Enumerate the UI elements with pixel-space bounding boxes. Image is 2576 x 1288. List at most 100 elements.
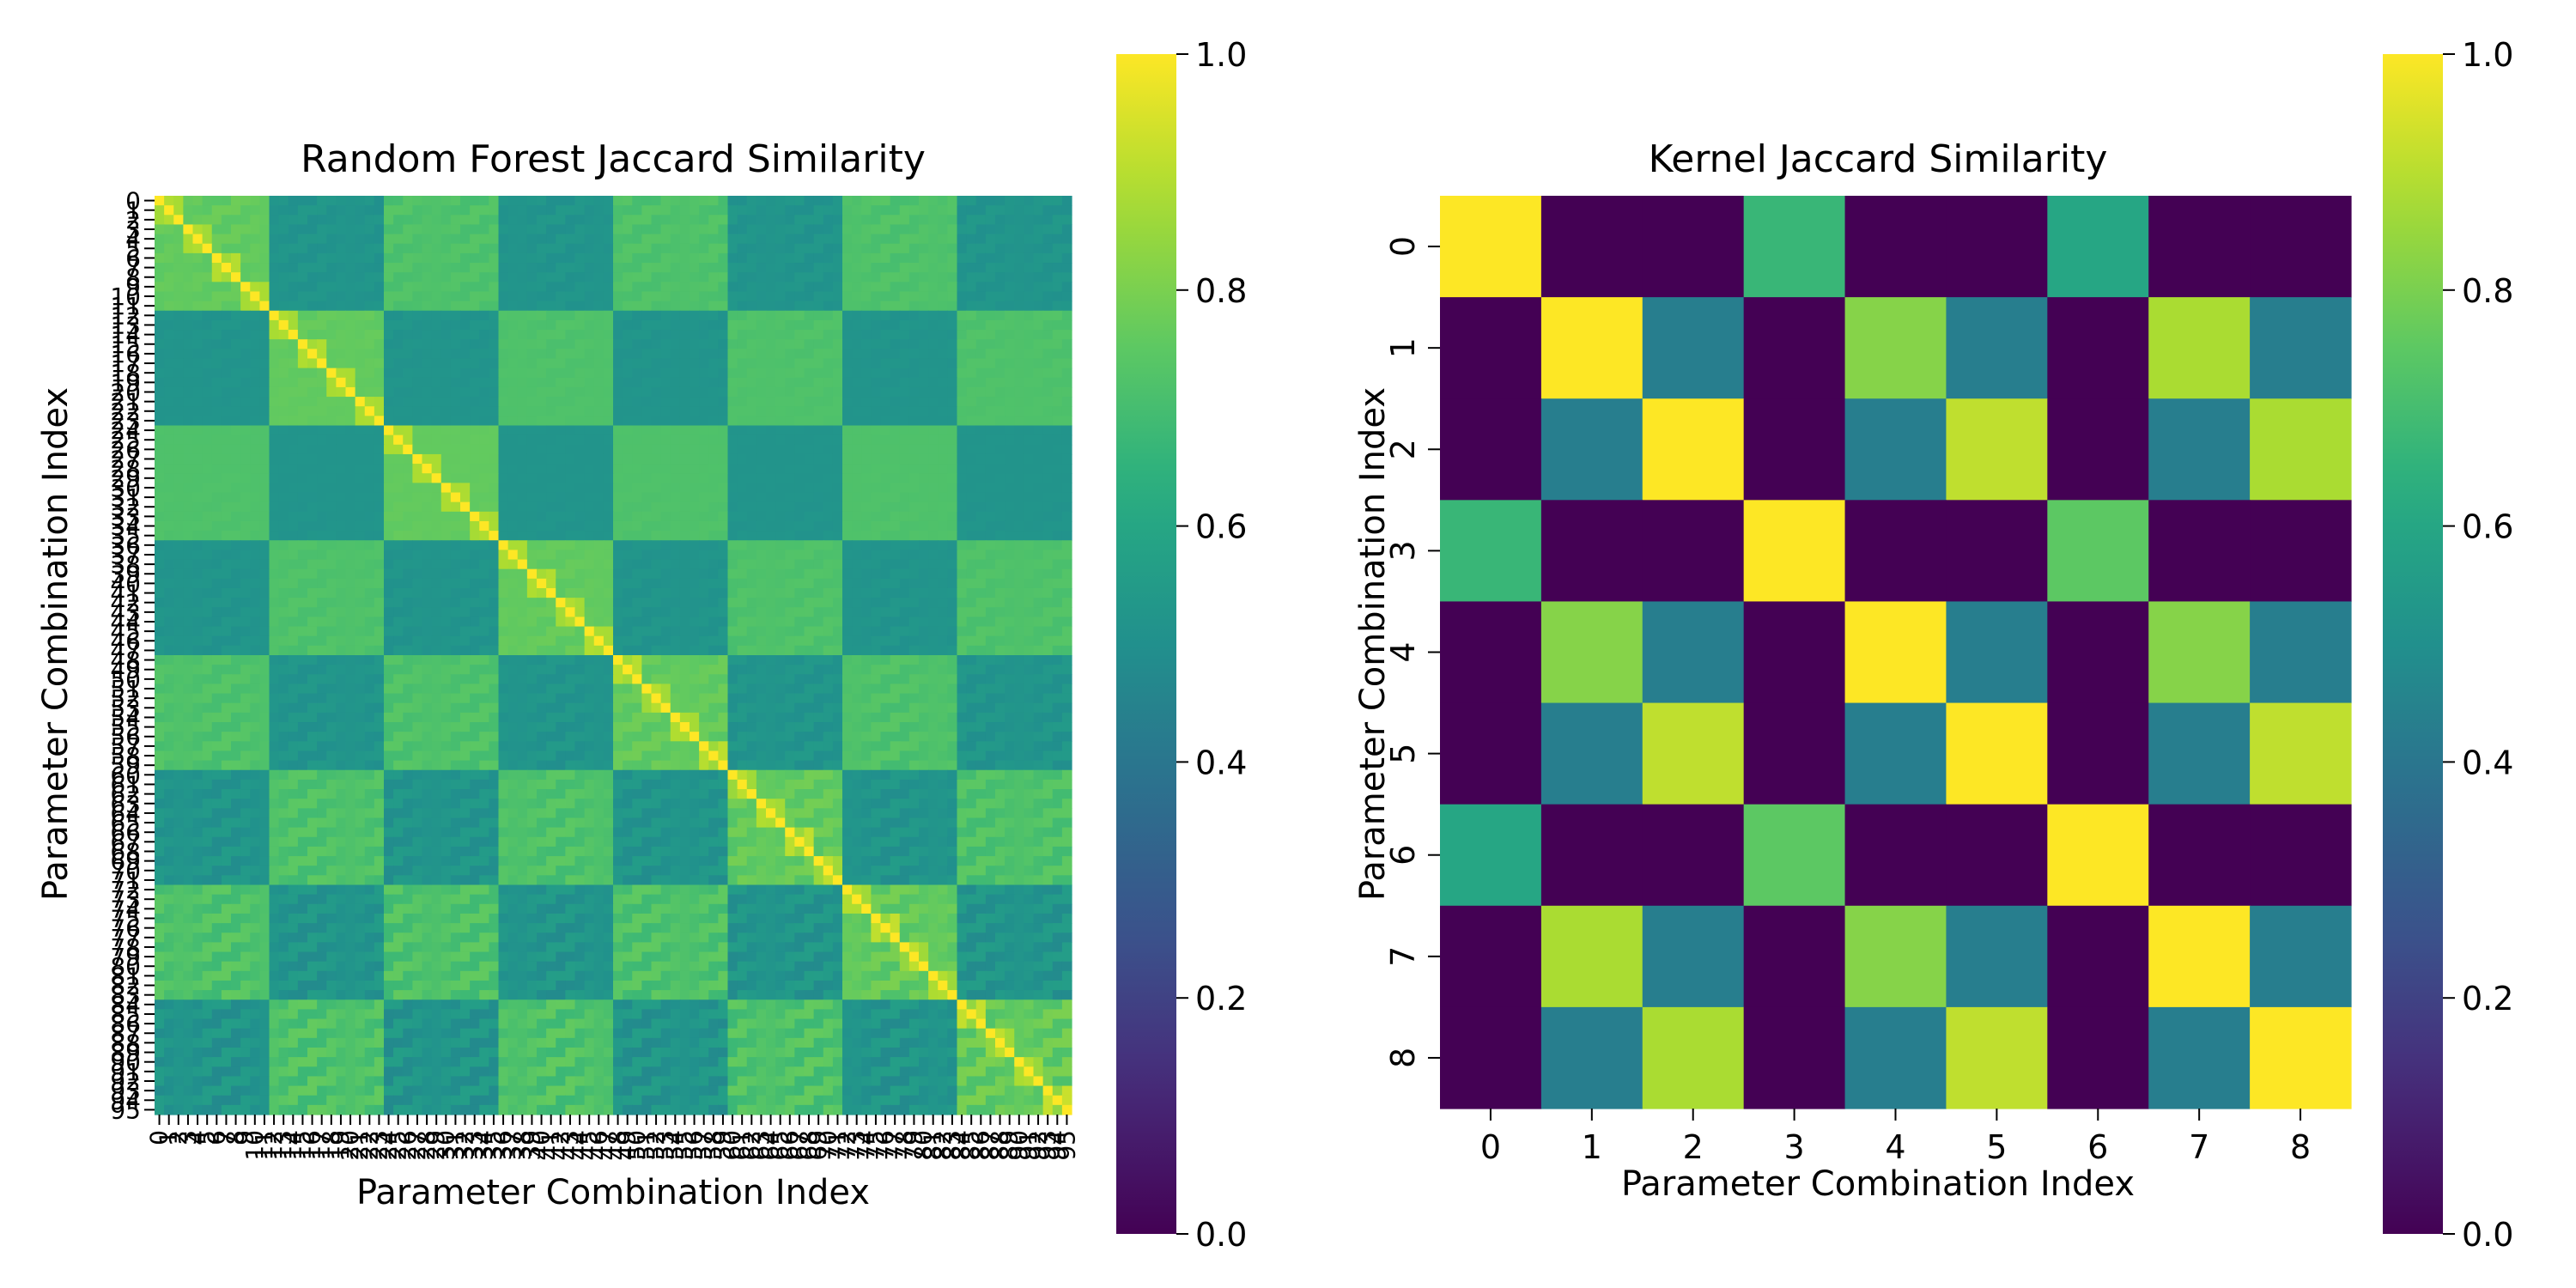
rf-cell [938, 655, 948, 665]
rf-cell [985, 444, 996, 455]
rf-cell [690, 358, 700, 369]
rf-cell [517, 473, 528, 483]
rf-cell [297, 607, 308, 618]
rf-cell [794, 568, 805, 580]
rf-cell [775, 444, 786, 455]
rf-cell [623, 386, 633, 398]
rf-cell [403, 655, 413, 665]
rf-cell [708, 252, 719, 264]
rf-cell [326, 377, 337, 388]
rf-cell [813, 377, 824, 388]
rf-cell [727, 291, 738, 302]
rf-cell [985, 224, 996, 235]
rf-cell [288, 319, 299, 331]
rf-cell [565, 501, 576, 513]
rf-cell [259, 282, 270, 293]
rf-cell [537, 453, 547, 465]
rf-cell [880, 473, 891, 483]
rf-cell [240, 243, 251, 254]
rf-cell [919, 511, 929, 522]
rf-cell [192, 617, 204, 628]
rf-cell [690, 464, 700, 474]
rf-cell [192, 272, 204, 283]
rf-cell [641, 626, 653, 637]
rf-cell [995, 434, 1005, 446]
rf-cell [355, 291, 366, 302]
rf-cell [202, 665, 213, 675]
rf-cell [574, 598, 586, 608]
rf-cell [1052, 339, 1063, 349]
rf-cell [871, 587, 882, 598]
rf-cell [804, 453, 815, 465]
rf-cell [183, 243, 194, 254]
rf-cell [364, 368, 375, 379]
rf-cell [832, 339, 843, 349]
rf-cell [679, 617, 690, 628]
rf-cell [690, 243, 700, 254]
rf-cell [574, 674, 586, 685]
rf-cell [393, 511, 404, 522]
rf-cell [584, 319, 595, 331]
rf-cell [546, 578, 556, 589]
rf-cell [202, 520, 213, 532]
rf-cell [813, 196, 824, 206]
rf-cell [1052, 272, 1063, 283]
rf-cell [345, 587, 356, 598]
rf-cell [345, 272, 356, 283]
rf-cell [727, 386, 738, 398]
rf-cell [546, 282, 556, 293]
rf-cell [708, 416, 719, 427]
rf-cell [804, 655, 815, 665]
rf-cell [537, 224, 547, 235]
rf-cell [440, 215, 452, 226]
rf-cell [603, 282, 614, 293]
rf-cell [345, 330, 356, 340]
rf-cell [1033, 559, 1044, 570]
rf-cell [852, 349, 862, 360]
rf-cell [670, 559, 681, 570]
rf-cell [766, 540, 776, 550]
rf-cell [221, 330, 232, 340]
rf-cell [574, 492, 586, 503]
rf-cell [632, 453, 642, 465]
rf-cell [517, 339, 528, 349]
rf-cell [288, 635, 299, 647]
rf-cell [928, 635, 939, 647]
rf-cell [240, 349, 251, 360]
rf-cell [880, 319, 891, 331]
rf-cell [603, 483, 614, 494]
rf-cell [537, 406, 547, 416]
rf-cell [537, 665, 547, 675]
rf-cell [231, 598, 241, 608]
rf-cell [613, 464, 623, 474]
rf-cell [832, 386, 843, 398]
rf-cell [1052, 626, 1063, 637]
rf-cell [1005, 674, 1015, 685]
rf-cell [690, 330, 700, 340]
rf-cell [412, 635, 423, 647]
rf-cell [718, 683, 729, 695]
rf-cell [470, 319, 480, 331]
rf-cell [202, 587, 213, 598]
rf-cell [975, 635, 987, 647]
rf-cell [250, 397, 260, 407]
rf-cell [966, 645, 977, 656]
rf-cell [364, 492, 375, 503]
rf-cell [613, 291, 623, 302]
rf-cell [938, 617, 948, 628]
rf-cell [908, 492, 920, 503]
rf-cell [651, 272, 662, 283]
rf-cell [985, 263, 996, 273]
rf-cell [832, 607, 843, 618]
rf-cell [804, 215, 815, 226]
rf-cell [202, 683, 213, 695]
rf-cell [995, 252, 1005, 264]
rf-cell [908, 607, 920, 618]
rf-cell [526, 520, 538, 532]
rf-cell [355, 683, 366, 695]
rf-cell [832, 531, 843, 541]
rf-cell [928, 492, 939, 503]
rf-cell [584, 607, 595, 618]
rf-cell [794, 492, 805, 503]
rf-cell [155, 483, 165, 494]
